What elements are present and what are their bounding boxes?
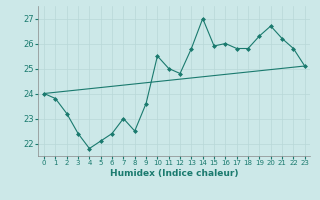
- X-axis label: Humidex (Indice chaleur): Humidex (Indice chaleur): [110, 169, 239, 178]
